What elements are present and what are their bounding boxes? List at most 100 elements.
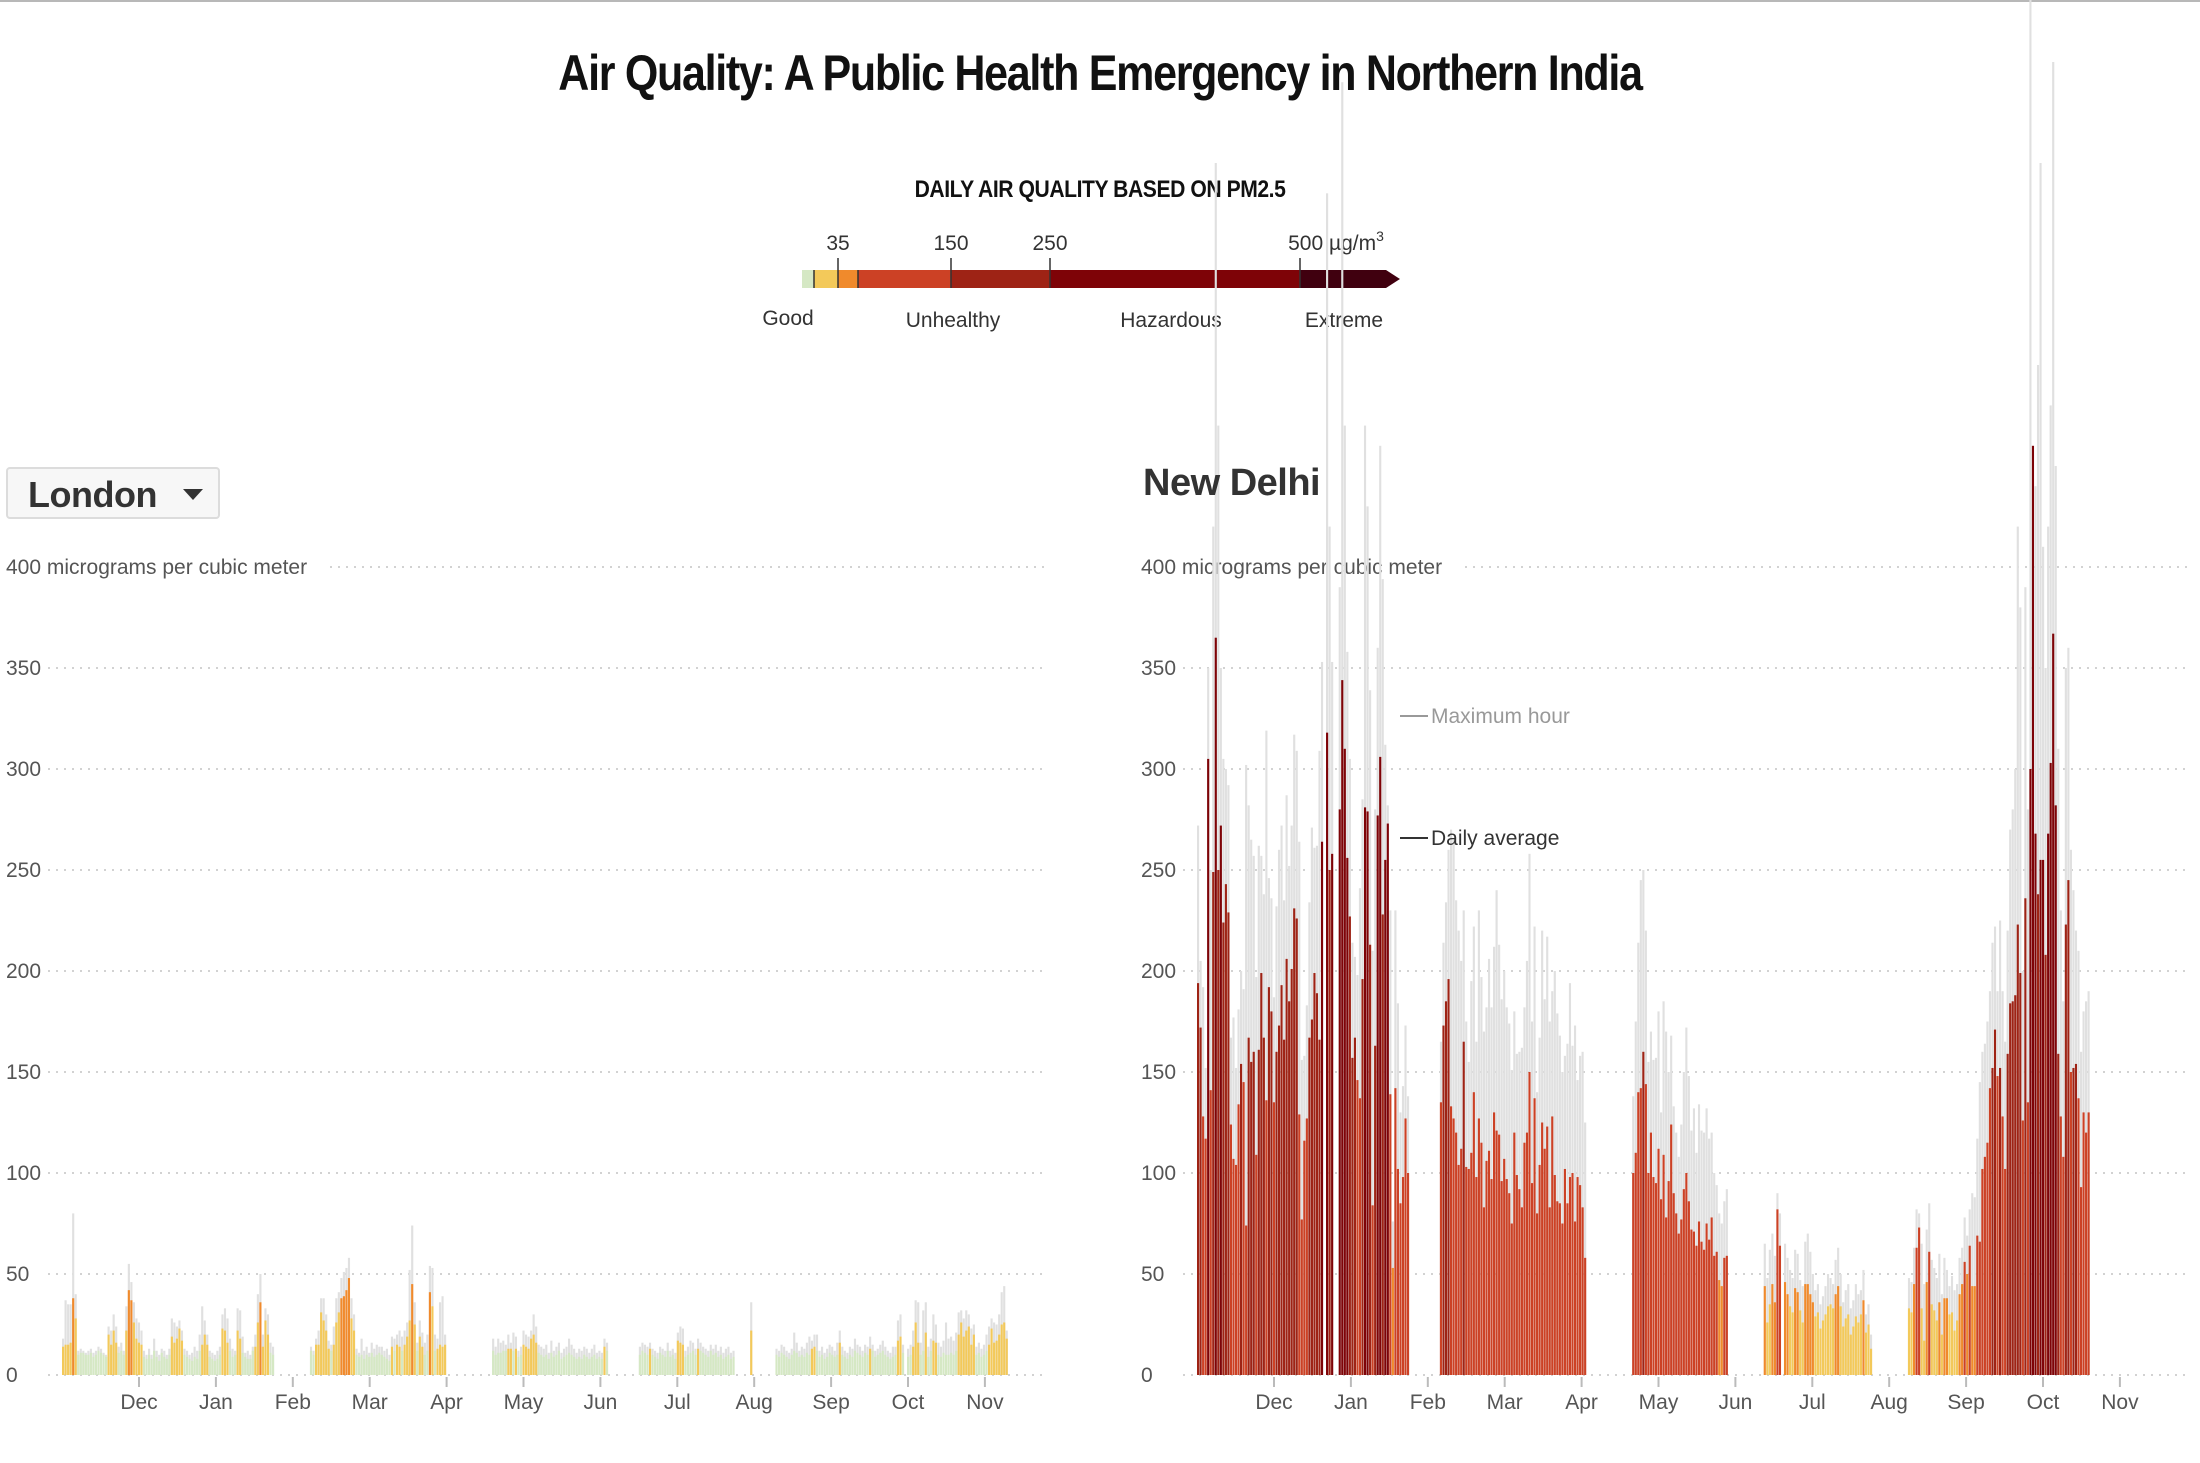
daily-average-bar <box>1971 1286 1974 1375</box>
daily-average-bar <box>1692 1231 1696 1375</box>
daily-average-bar <box>962 1336 965 1375</box>
daily-average-bar <box>403 1344 406 1375</box>
daily-average-bar <box>550 1352 553 1375</box>
x-tick-label: Aug <box>736 1391 773 1414</box>
daily-average-bar <box>1847 1314 1850 1375</box>
y-tick-label: 150 <box>6 1061 41 1084</box>
daily-average-bar <box>1363 807 1367 1375</box>
y-tick-label: 250 <box>6 859 41 882</box>
daily-average-bar <box>241 1352 244 1375</box>
daily-average-bar <box>1832 1308 1835 1375</box>
daily-average-bar <box>507 1348 510 1375</box>
daily-average-bar <box>1859 1314 1862 1375</box>
daily-average-bar <box>2059 1116 2062 1375</box>
daily-average-bar <box>1796 1292 1799 1375</box>
daily-average-bar <box>2006 1053 2009 1375</box>
daily-average-bar <box>1240 1063 1243 1375</box>
max-hour-bar <box>2026 809 2029 1375</box>
daily-average-bar <box>1212 872 1215 1375</box>
daily-average-bar <box>2085 1132 2088 1375</box>
daily-average-bar <box>1356 1080 1359 1375</box>
daily-average-bar <box>223 1330 227 1375</box>
daily-average-bar <box>312 1354 315 1375</box>
daily-average-bar <box>998 1334 1001 1375</box>
daily-average-bar <box>568 1352 571 1375</box>
daily-average-bar <box>1677 1233 1680 1375</box>
daily-average-bar <box>982 1354 986 1375</box>
daily-average-bar <box>363 1358 366 1375</box>
daily-average-bar <box>368 1356 371 1375</box>
daily-average-bar <box>2069 1072 2072 1375</box>
daily-average-bar <box>132 1322 135 1375</box>
daily-average-bar <box>254 1346 257 1375</box>
daily-average-bar <box>927 1356 930 1375</box>
daily-average-bar <box>94 1354 98 1375</box>
daily-average-bar <box>540 1354 543 1375</box>
daily-average-bar <box>1993 1029 1997 1375</box>
daily-average-bar <box>557 1350 561 1375</box>
daily-average-bar <box>1404 1118 1407 1375</box>
daily-average-bar <box>729 1358 733 1375</box>
daily-average-bar <box>1819 1328 1822 1375</box>
daily-average-bar <box>891 1356 894 1375</box>
daily-average-bar <box>342 1296 345 1375</box>
daily-average-bar <box>193 1356 196 1375</box>
max-hour-bar <box>1452 839 1455 1375</box>
daily-average-bar <box>853 1350 857 1375</box>
daily-average-bar <box>2031 445 2035 1375</box>
city-dropdown[interactable]: London <box>6 467 220 519</box>
daily-average-bar <box>170 1336 173 1375</box>
daily-average-bar <box>228 1350 232 1375</box>
max-hour-bar <box>1482 1031 1486 1375</box>
daily-avg-annotation: Daily average <box>1431 827 1559 850</box>
daily-average-bar <box>944 1354 948 1375</box>
daily-average-bar <box>264 1320 267 1375</box>
daily-average-bar <box>74 1318 77 1375</box>
max-hour-bar <box>917 1302 920 1375</box>
daily-average-bar <box>388 1360 391 1375</box>
daily-average-bar <box>537 1352 540 1375</box>
daily-average-bar <box>1460 1148 1463 1375</box>
daily-average-bar <box>1667 1181 1670 1375</box>
daily-average-bar <box>1457 1164 1460 1375</box>
daily-average-bar <box>1644 1084 1647 1375</box>
daily-average-bar <box>1961 1284 1964 1375</box>
daily-average-bar <box>1687 1201 1690 1375</box>
daily-average-bar <box>1834 1294 1837 1375</box>
daily-average-bar <box>1958 1294 1961 1375</box>
daily-average-bar <box>924 1332 927 1375</box>
daily-average-bar <box>168 1354 171 1375</box>
daily-average-bar <box>1252 1051 1255 1375</box>
daily-average-bar <box>1768 1304 1771 1375</box>
daily-average-bar <box>1632 1173 1635 1375</box>
daily-average-bar <box>2072 1067 2075 1375</box>
chevron-down-icon <box>183 489 203 500</box>
daily-average-bar <box>327 1348 330 1375</box>
daily-average-bar <box>666 1350 669 1375</box>
daily-average-bar <box>1912 1284 1916 1375</box>
daily-average-bar <box>218 1354 221 1375</box>
daily-average-bar <box>1654 1183 1658 1375</box>
daily-average-bar <box>1348 916 1351 1375</box>
daily-average-bar <box>1852 1326 1855 1375</box>
daily-average-bar <box>1553 1175 1556 1375</box>
daily-average-bar <box>1283 1039 1286 1375</box>
daily-average-bar <box>1920 1308 1923 1375</box>
daily-average-bar <box>795 1352 798 1375</box>
legend-threshold-35: 35 <box>826 232 849 255</box>
daily-average-bar <box>750 1330 753 1375</box>
max-hour-bar <box>1665 1031 1668 1375</box>
daily-average-bar <box>1713 1255 1716 1375</box>
daily-average-bar <box>1824 1314 1827 1375</box>
daily-average-bar <box>1680 1219 1683 1375</box>
daily-average-bar <box>1399 1203 1402 1375</box>
daily-average-bar <box>519 1354 523 1375</box>
x-tick-label: Jan <box>1334 1391 1368 1414</box>
daily-average-bar <box>785 1356 788 1375</box>
daily-average-bar <box>1338 809 1341 1375</box>
daily-average-bar <box>1579 1185 1582 1375</box>
daily-average-bar <box>137 1342 141 1375</box>
daily-average-bar <box>1401 1177 1405 1375</box>
daily-average-bar <box>1794 1288 1797 1375</box>
max-hour-bar <box>1971 1193 1974 1375</box>
